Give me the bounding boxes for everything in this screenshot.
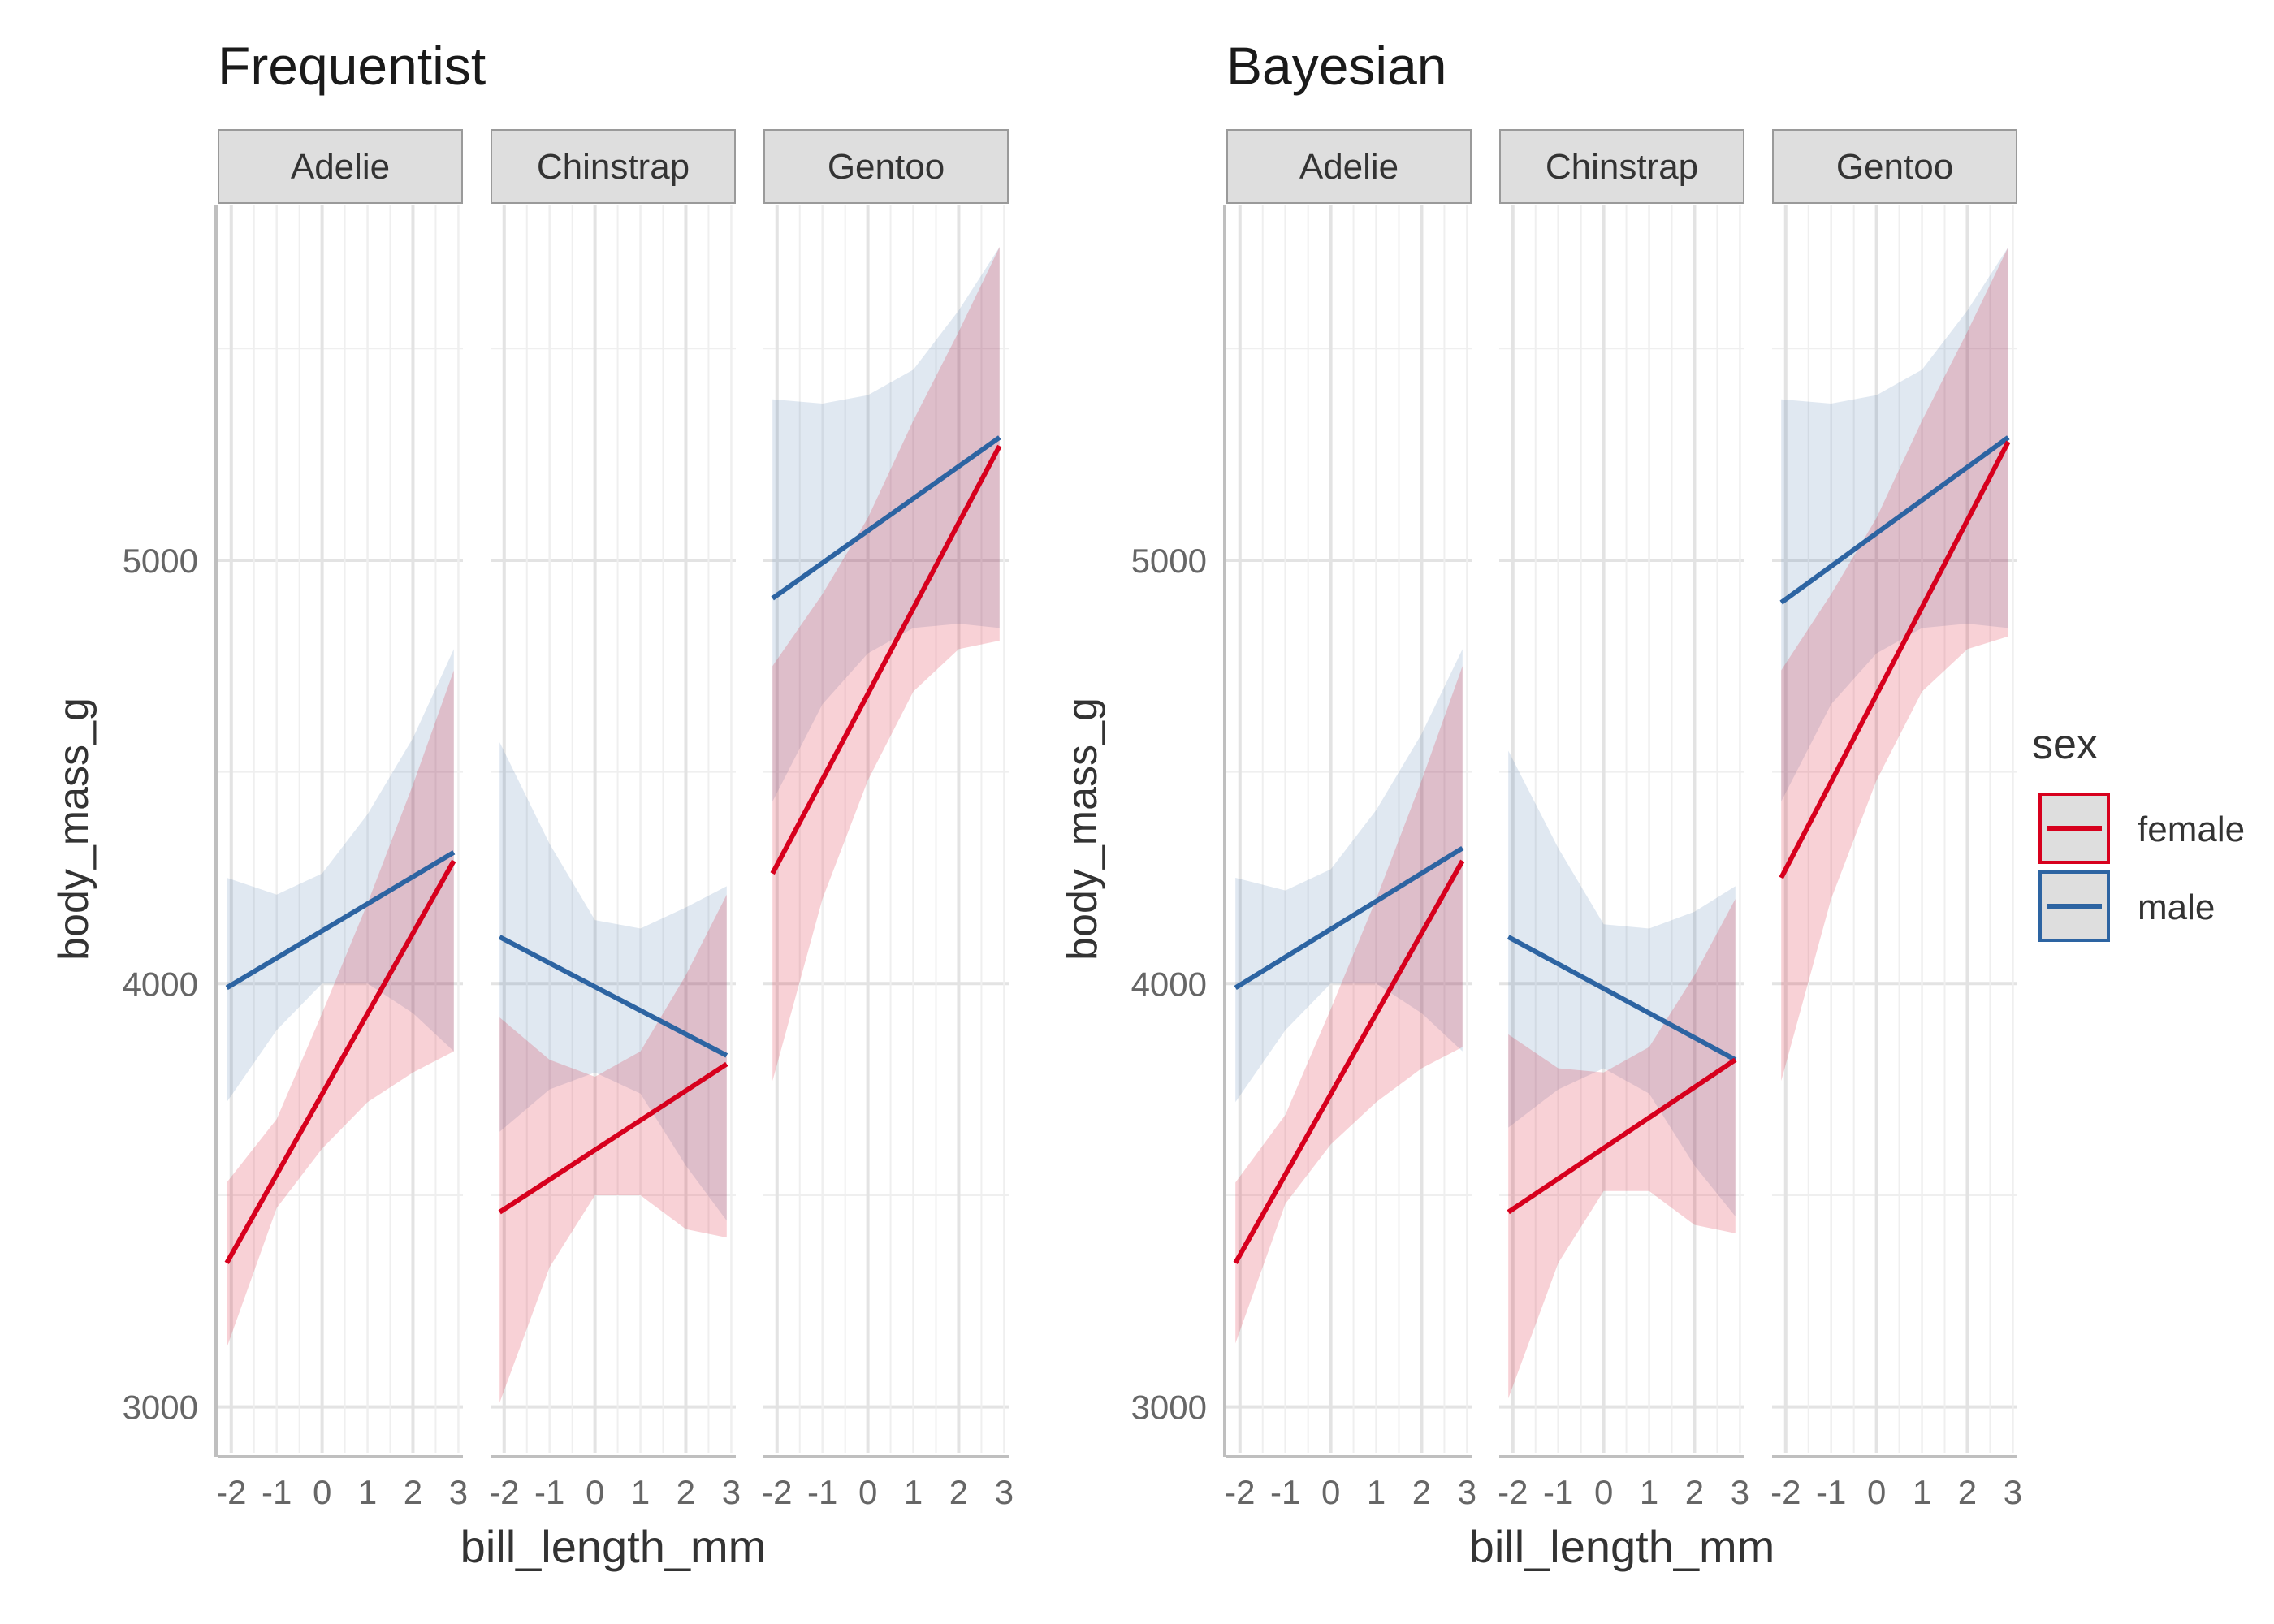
x-tick-label: -2 — [216, 1473, 246, 1511]
x-tick-label: 3 — [995, 1473, 1014, 1511]
x-tick-label: -1 — [1270, 1473, 1300, 1511]
ribbon-male — [227, 649, 454, 1103]
x-tick-label: -2 — [1498, 1473, 1528, 1511]
chart-title: Bayesian — [1226, 36, 1447, 96]
line-male — [1779, 435, 2010, 605]
x-tick-label: -2 — [762, 1473, 792, 1511]
line-female — [224, 859, 456, 1264]
legend-title: sex — [2032, 721, 2098, 768]
legend: sex female male — [2032, 721, 2245, 942]
line-female — [498, 1061, 728, 1215]
ribbon-male — [1781, 247, 2008, 802]
facet-panel-adelie: Adelie -2 -1 0 1 2 3 — [216, 129, 468, 1511]
ribbon-male — [772, 247, 1000, 802]
x-tick-label: -1 — [807, 1473, 837, 1511]
legend-label-female: female — [2138, 810, 2245, 849]
x-tick-label: 0 — [858, 1473, 877, 1511]
y-axis-label: body_mass_g — [1059, 698, 1106, 961]
facet-panel-chinstrap: Chinstrap -2 -1 0 1 2 3 — [489, 129, 741, 1511]
x-tick-label: 2 — [1412, 1473, 1431, 1511]
facet-strip-label: Gentoo — [1836, 147, 1953, 187]
x-tick-label: 3 — [722, 1473, 741, 1511]
x-tick-label: 1 — [904, 1473, 923, 1511]
x-tick-label: 0 — [1321, 1473, 1340, 1511]
ribbon-male — [1235, 649, 1463, 1103]
x-tick-label: 1 — [1640, 1473, 1658, 1511]
chart-frequentist: Frequentistbody_mass_g300040005000Adelie… — [50, 36, 1014, 1572]
x-axis-label: bill_length_mm — [1469, 1521, 1775, 1572]
x-tick-label: -1 — [262, 1473, 292, 1511]
x-tick-label: 2 — [1958, 1473, 1977, 1511]
y-axis-label: body_mass_g — [50, 698, 97, 961]
ribbon-female — [1235, 666, 1463, 1344]
chart-title: Frequentist — [218, 36, 486, 96]
y-tick-label: 3000 — [1131, 1389, 1207, 1427]
facet-strip — [1772, 129, 2017, 204]
y-tick-label: 5000 — [1131, 542, 1207, 580]
ribbon-female — [499, 894, 727, 1403]
x-tick-label: -2 — [1770, 1473, 1801, 1511]
line-female — [1779, 440, 2011, 879]
line-male — [498, 935, 728, 1058]
facet-strip-label: Adelie — [291, 147, 390, 187]
y-tick-label: 3000 — [123, 1389, 198, 1427]
line-male — [1507, 935, 1737, 1062]
x-tick-label: 3 — [1458, 1473, 1476, 1511]
facet-strip — [1499, 129, 1744, 204]
x-tick-label: 1 — [1367, 1473, 1386, 1511]
line-male — [225, 850, 456, 991]
x-tick-label: 0 — [1867, 1473, 1886, 1511]
facet-panel-adelie: Adelie -2 -1 0 1 2 3 — [1225, 129, 1476, 1511]
x-tick-label: 0 — [1594, 1473, 1613, 1511]
x-tick-label: 3 — [449, 1473, 468, 1511]
y-tick-label: 4000 — [123, 965, 198, 1003]
facet-strip — [763, 129, 1009, 204]
x-tick-label: 2 — [949, 1473, 968, 1511]
ribbon-female — [1508, 899, 1736, 1399]
x-tick-label: -2 — [1225, 1473, 1255, 1511]
x-tick-label: 3 — [1731, 1473, 1749, 1511]
x-tick-label: 0 — [313, 1473, 331, 1511]
x-tick-label: -1 — [1543, 1473, 1573, 1511]
x-tick-label: 2 — [404, 1473, 422, 1511]
facet-strip-label: Adelie — [1299, 147, 1399, 187]
facet-strip-label: Gentoo — [828, 147, 945, 187]
facet-strip-label: Chinstrap — [1546, 147, 1698, 187]
facet-strip — [491, 129, 736, 204]
y-tick-label: 5000 — [123, 542, 198, 580]
x-tick-label: 1 — [1913, 1473, 1931, 1511]
line-female — [770, 444, 1002, 875]
x-tick-label: 1 — [358, 1473, 377, 1511]
facet-panel-chinstrap: Chinstrap -2 -1 0 1 2 3 — [1498, 129, 1749, 1511]
line-female — [1233, 859, 1465, 1264]
y-tick-label: 4000 — [1131, 965, 1207, 1003]
x-tick-label: 2 — [677, 1473, 695, 1511]
ribbon-female — [227, 670, 454, 1348]
x-tick-label: 2 — [1685, 1473, 1704, 1511]
facet-strip — [218, 129, 463, 204]
x-tick-label: -1 — [534, 1473, 564, 1511]
x-tick-label: 1 — [631, 1473, 650, 1511]
x-tick-label: -2 — [489, 1473, 519, 1511]
x-tick-label: -1 — [1816, 1473, 1846, 1511]
facet-panel-gentoo: Gentoo -2 -1 0 1 2 3 — [1770, 129, 2022, 1511]
line-female — [1507, 1057, 1737, 1215]
legend-label-male: male — [2138, 888, 2215, 927]
x-tick-label: 3 — [2004, 1473, 2022, 1511]
facet-panel-gentoo: Gentoo -2 -1 0 1 2 3 — [762, 129, 1014, 1511]
line-male — [1234, 845, 1464, 991]
chart-bayesian: Bayesianbody_mass_g300040005000Adelie-2-… — [1059, 36, 2022, 1572]
x-axis-label: bill_length_mm — [460, 1521, 767, 1572]
facet-strip — [1226, 129, 1472, 204]
x-tick-label: 0 — [586, 1473, 604, 1511]
facet-strip-label: Chinstrap — [537, 147, 690, 187]
line-male — [771, 435, 1001, 601]
